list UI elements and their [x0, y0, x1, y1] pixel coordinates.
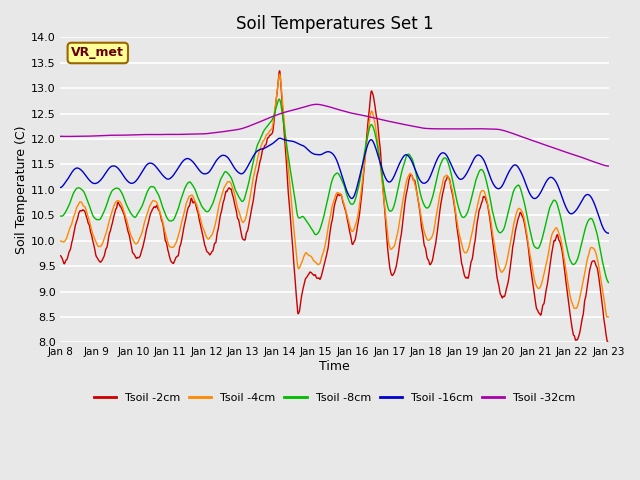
Text: VR_met: VR_met [71, 47, 124, 60]
Legend: Tsoil -2cm, Tsoil -4cm, Tsoil -8cm, Tsoil -16cm, Tsoil -32cm: Tsoil -2cm, Tsoil -4cm, Tsoil -8cm, Tsoi… [90, 388, 580, 407]
Title: Soil Temperatures Set 1: Soil Temperatures Set 1 [236, 15, 433, 33]
Y-axis label: Soil Temperature (C): Soil Temperature (C) [15, 126, 28, 254]
X-axis label: Time: Time [319, 360, 350, 373]
